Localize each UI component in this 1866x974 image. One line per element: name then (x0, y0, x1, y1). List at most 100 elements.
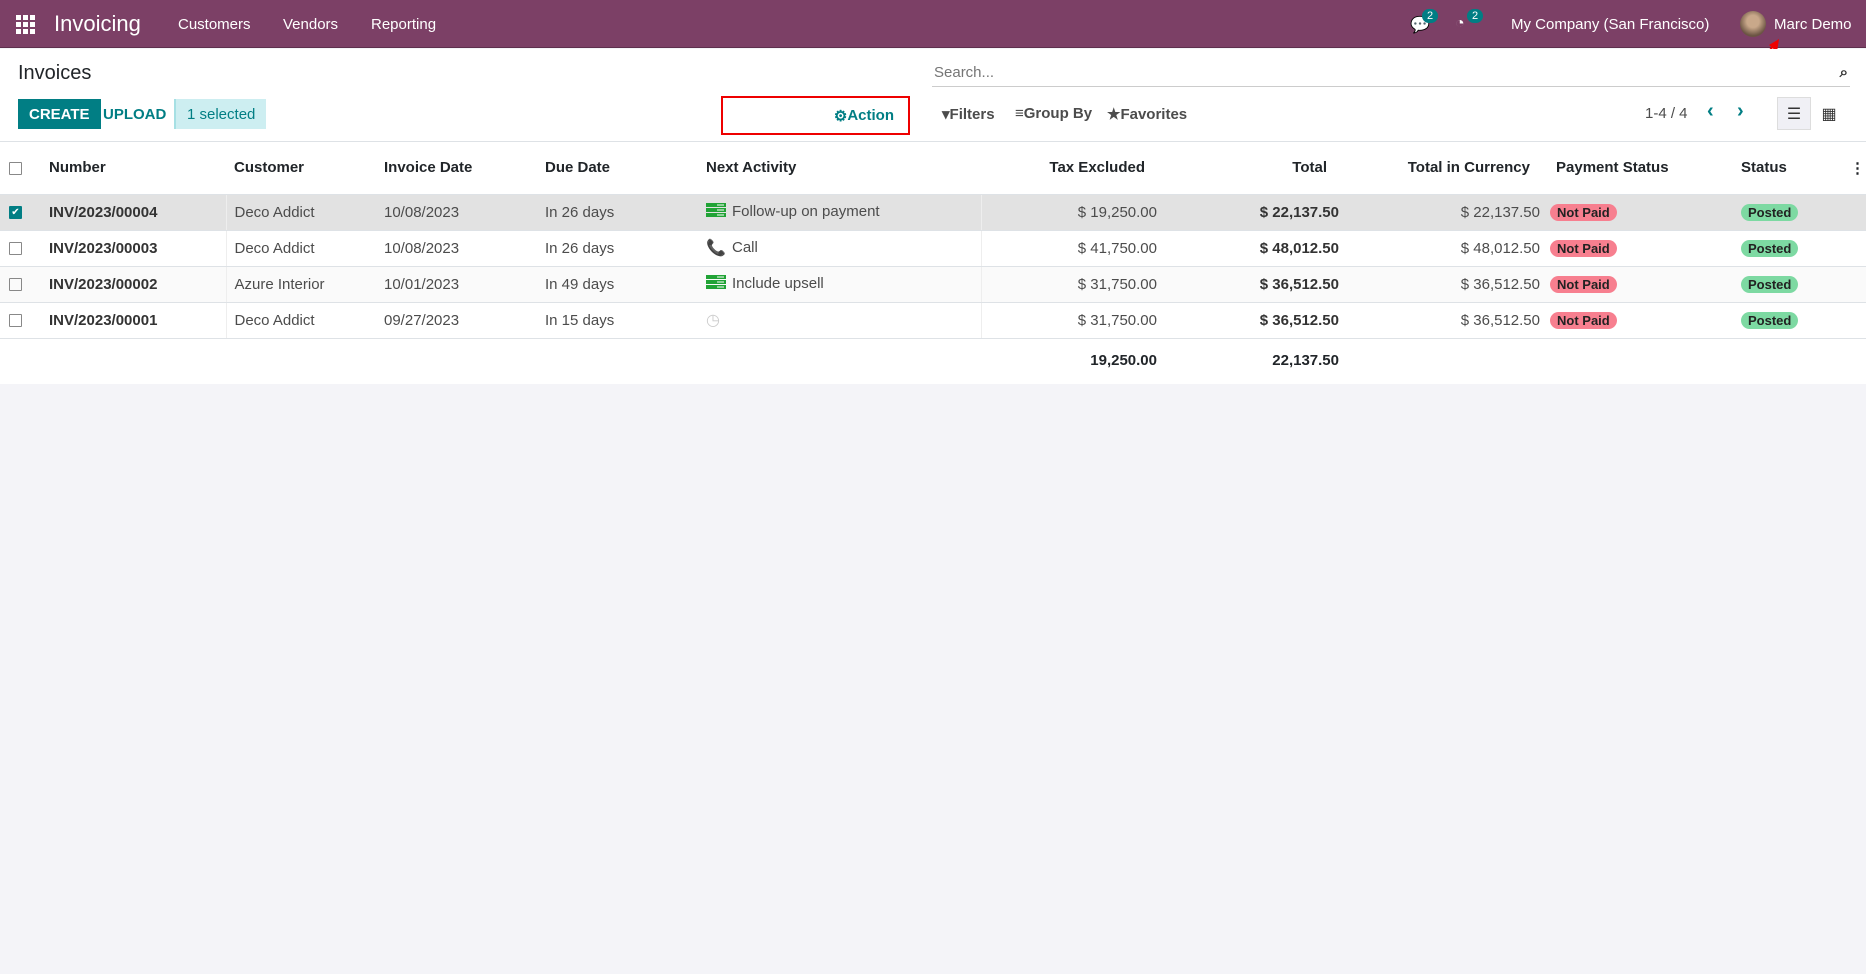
col-tax-excluded[interactable]: Tax Excluded (981, 142, 1165, 195)
activity-summary: Include upsell (732, 274, 824, 292)
user-name: Marc Demo (1774, 15, 1852, 33)
col-due-date[interactable]: Due Date (537, 142, 698, 195)
col-total[interactable]: Total (1165, 142, 1347, 195)
payment-status-badge: Not Paid (1550, 239, 1617, 257)
favorites-button[interactable]: ★Favorites (1107, 105, 1187, 123)
todo-icon[interactable] (706, 274, 726, 294)
chat-icon: 💬 2 (1410, 9, 1439, 34)
menu-vendors[interactable]: Vendors (283, 15, 339, 33)
row-checkbox[interactable] (9, 314, 22, 328)
status-badge: Posted (1741, 311, 1799, 329)
select-all-checkbox[interactable] (9, 161, 22, 175)
create-button[interactable]: CREATE (18, 99, 101, 129)
star-icon: ★ (1107, 106, 1121, 123)
app-title[interactable]: Invoicing (54, 11, 141, 36)
col-invoice-date[interactable]: Invoice Date (376, 142, 537, 195)
menu-customers[interactable]: Customers (178, 15, 251, 33)
col-total-currency[interactable]: Total in Currency (1347, 142, 1548, 195)
control-panel: Invoices CREATE UPLOAD 1 selected ⚙ Actio… (0, 49, 1866, 142)
kanban-view-icon[interactable]: ▦ (1821, 105, 1837, 123)
customer: Deco Addict (225, 230, 376, 267)
user-menu[interactable]: Marc Demo (1740, 0, 1852, 48)
total-in-currency: $ 36,512.50 (1347, 302, 1548, 339)
phone-icon[interactable]: 📞 (706, 240, 726, 257)
activity-summary: Call (732, 238, 758, 256)
invoice-date: 10/01/2023 (376, 266, 537, 303)
next-activity[interactable]: ◷ (698, 302, 982, 339)
customer: Deco Addict (225, 302, 376, 339)
page-title: Invoices (18, 62, 92, 84)
filter-icon: ▾ (942, 106, 950, 123)
invoice-number[interactable]: INV/2023/00001 (41, 302, 226, 339)
group-by-label: Group By (1023, 105, 1093, 122)
pager-next-icon[interactable]: › (1737, 100, 1744, 122)
payment-status-badge: Not Paid (1550, 275, 1617, 293)
total: $ 36,512.50 (1165, 302, 1347, 339)
menu-reporting[interactable]: Reporting (371, 15, 437, 33)
total-in-currency: $ 36,512.50 (1347, 266, 1548, 303)
list-view-icon[interactable]: ☰ (1777, 97, 1811, 130)
top-navbar: Invoicing Customers Vendors Reporting 💬 2… (0, 0, 1866, 48)
table-row[interactable]: INV/2023/00002 Azure Interior 10/01/2023… (0, 266, 1866, 303)
col-number[interactable]: Number (41, 142, 226, 195)
activity-summary: Follow-up on payment (732, 202, 880, 220)
col-customer[interactable]: Customer (226, 142, 376, 195)
action-dropdown[interactable]: ⚙ Action (721, 96, 910, 135)
tax-excluded: $ 41,750.00 (981, 230, 1165, 267)
col-status[interactable]: Status (1733, 142, 1840, 195)
pager-previous-icon[interactable]: ‹ (1707, 100, 1714, 122)
invoice-number[interactable]: INV/2023/00003 (41, 230, 226, 267)
due-date: In 49 days (537, 266, 698, 303)
due-date: In 26 days (537, 194, 698, 231)
customer: Azure Interior (225, 266, 376, 303)
customer: Deco Addict (225, 194, 376, 231)
messages-button[interactable]: 💬 2 (1410, 0, 1439, 48)
row-checkbox[interactable] (9, 242, 22, 256)
next-activity[interactable]: Include upsell (698, 266, 982, 303)
next-activity[interactable]: 📞 Call (698, 230, 982, 267)
total-tax-excluded: 19,250.00 (1090, 351, 1157, 369)
status-badge: Posted (1741, 239, 1799, 257)
table-row[interactable]: INV/2023/00001 Deco Addict 09/27/2023 In… (0, 302, 1866, 339)
payment-status-badge: Not Paid (1550, 311, 1617, 329)
filters-label: Filters (949, 106, 995, 123)
row-checkbox[interactable]: ✔ (9, 206, 22, 220)
activities-button[interactable]: ◔ 2 (1455, 0, 1484, 48)
next-activity[interactable]: Follow-up on payment (698, 194, 982, 231)
todo-icon[interactable] (706, 202, 726, 222)
pager-value[interactable]: 1-4 / 4 (1645, 105, 1688, 122)
filters-button[interactable]: ▾Filters (942, 105, 995, 123)
due-date: In 15 days (537, 302, 698, 339)
clock-icon[interactable]: ◷ (706, 312, 720, 329)
total-in-currency: $ 48,012.50 (1347, 230, 1548, 267)
totals-row: 19,250.00 22,137.50 (0, 338, 1866, 382)
table-row[interactable]: INV/2023/00003 Deco Addict 10/08/2023 In… (0, 230, 1866, 267)
row-checkbox[interactable] (9, 278, 22, 292)
bars-icon: ≡ (1015, 105, 1024, 122)
avatar (1740, 11, 1766, 37)
search-icon[interactable]: ⌕ (1839, 64, 1848, 81)
clock-icon: ◔ 2 (1455, 9, 1484, 33)
total: $ 22,137.50 (1165, 194, 1347, 231)
group-by-button[interactable]: ≡Group By (1015, 105, 1092, 122)
tax-excluded: $ 19,250.00 (981, 194, 1165, 231)
upload-button[interactable]: UPLOAD (103, 105, 167, 123)
search-bar: ⌕ (932, 59, 1850, 87)
messages-badge: 2 (1422, 9, 1439, 23)
table-row[interactable]: ✔ INV/2023/00004 Deco Addict 10/08/2023 … (0, 194, 1866, 231)
col-next-activity[interactable]: Next Activity (698, 142, 981, 195)
invoice-date: 10/08/2023 (376, 194, 537, 231)
total-in-currency: $ 22,137.50 (1347, 194, 1548, 231)
status-badge: Posted (1741, 275, 1799, 293)
apps-menu-icon[interactable] (16, 0, 38, 48)
company-switcher[interactable]: My Company (San Francisco) (1511, 15, 1710, 33)
selected-count[interactable]: 1 selected (174, 99, 267, 129)
invoice-number[interactable]: INV/2023/00004 (41, 194, 226, 231)
invoice-number[interactable]: INV/2023/00002 (41, 266, 226, 303)
tax-excluded: $ 31,750.00 (981, 266, 1165, 303)
optional-columns-icon[interactable]: ⋮ (1840, 142, 1866, 195)
col-payment-status[interactable]: Payment Status (1548, 142, 1733, 195)
table-header: Number Customer Invoice Date Due Date Ne… (0, 142, 1866, 195)
activities-badge: 2 (1467, 9, 1484, 23)
search-input[interactable] (934, 64, 1734, 81)
